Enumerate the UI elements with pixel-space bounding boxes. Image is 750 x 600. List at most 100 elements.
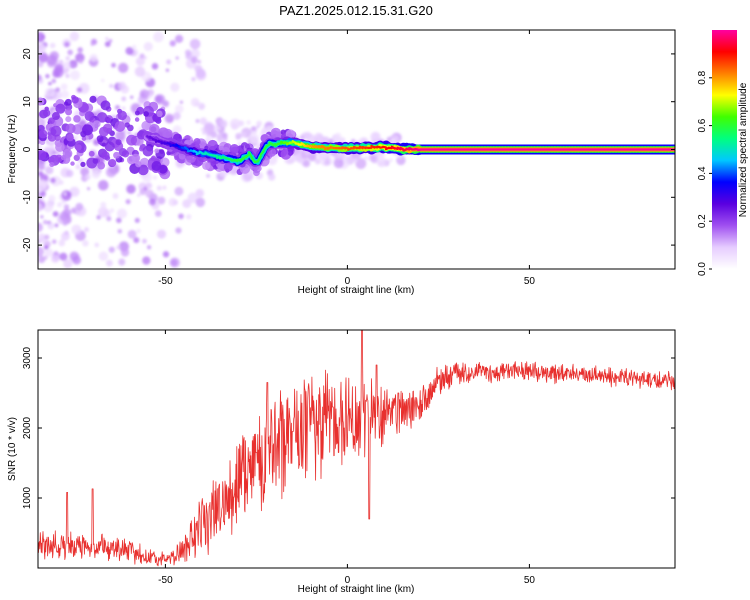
core-blob [54,154,63,163]
noise-blob [191,76,196,82]
noise-blob [370,155,379,164]
noise-blob [64,41,70,48]
noise-blob [162,100,170,108]
noise-blob [101,78,105,83]
core-blob [55,103,66,114]
noise-blob [60,90,69,99]
core-blob [142,145,154,157]
noise-blob [49,42,56,49]
noise-blob [106,259,113,267]
y-tick-label: -10 [22,190,33,205]
noise-blob [189,38,201,50]
noise-blob [256,125,260,129]
core-blob [134,110,140,116]
core-blob [96,135,104,143]
noise-blob [241,132,247,138]
noise-blob [44,87,55,98]
noise-blob [203,122,215,134]
noise-blob [42,219,48,225]
snr-y-ticks: 1000 2000 3000 [22,346,675,509]
noise-blob [71,63,76,68]
core-blob [65,108,73,116]
noise-blob [78,59,83,64]
core-blob [71,96,79,104]
noise-blob [116,245,121,250]
noise-blob [156,185,162,191]
noise-blob [156,229,167,239]
ridge-segment [160,141,166,145]
noise-blob [105,37,109,41]
ridge-segment [248,151,254,160]
noise-blob [118,62,129,74]
noise-blob [55,87,61,93]
noise-blob [134,217,140,223]
noise-blob [187,192,199,204]
noise-blob [65,169,74,178]
noise-blob [71,224,82,235]
ridge-segment [259,149,265,156]
ridge-segment [399,146,405,151]
ridge-segment [166,142,172,146]
noise-blob [47,222,55,230]
x-tick-label: 50 [524,575,536,586]
noise-blob [139,89,150,99]
noise-blob [97,206,109,218]
snr-frame [37,329,676,569]
noise-blob [75,202,84,211]
noise-blob [194,64,203,73]
core-blob [193,137,201,145]
noise-blob [139,53,145,59]
ridge-segment [271,142,277,147]
noise-blob [60,237,65,242]
noise-blob [206,174,210,178]
noise-blob [314,158,321,165]
noise-blob [52,211,59,217]
y-tick-label: 2000 [22,416,33,439]
noise-blob [38,74,42,82]
noise-blob [216,126,221,131]
ridge-segment [317,145,324,149]
core-blob [143,111,149,117]
noise-blob [38,185,43,194]
ridge-segment [306,144,312,149]
noise-blob [61,199,66,204]
colorbar-label: Normalized spectral amplitude [738,82,749,217]
core-blob [102,123,113,133]
ridge-segment [265,143,271,148]
ridge-segment [405,147,411,151]
ridge-segment [195,151,201,156]
noise-blob [61,190,72,201]
noise-blob [155,95,163,103]
noise-blob [302,132,309,139]
noise-blob [175,56,179,60]
core-blob [60,154,67,161]
ridge-segment [396,146,402,151]
noise-blob [143,42,153,52]
noise-blob [109,83,114,89]
noise-blob [195,197,206,208]
ridge-segment [326,146,332,150]
noise-blob [151,63,159,70]
noise-blob [153,31,164,43]
core-blob [97,161,106,170]
noise-blob [387,136,392,142]
core-blob [84,111,95,122]
noise-blob [398,155,402,159]
core-blob [174,155,179,161]
core-blob [49,161,55,168]
noise-blob [38,162,45,170]
noise-blob [40,215,44,219]
noise-blob [130,95,134,99]
noise-blob [190,97,200,107]
noise-blob [322,137,330,144]
noise-blob [134,66,146,77]
noise-blob [354,159,358,163]
ridge-segment [312,145,318,149]
noise-blob [132,44,137,50]
noise-blob [42,202,54,213]
noise-blob [267,173,276,181]
core-blob [202,162,211,170]
core-blob [149,123,160,135]
noise-blob [172,125,182,134]
